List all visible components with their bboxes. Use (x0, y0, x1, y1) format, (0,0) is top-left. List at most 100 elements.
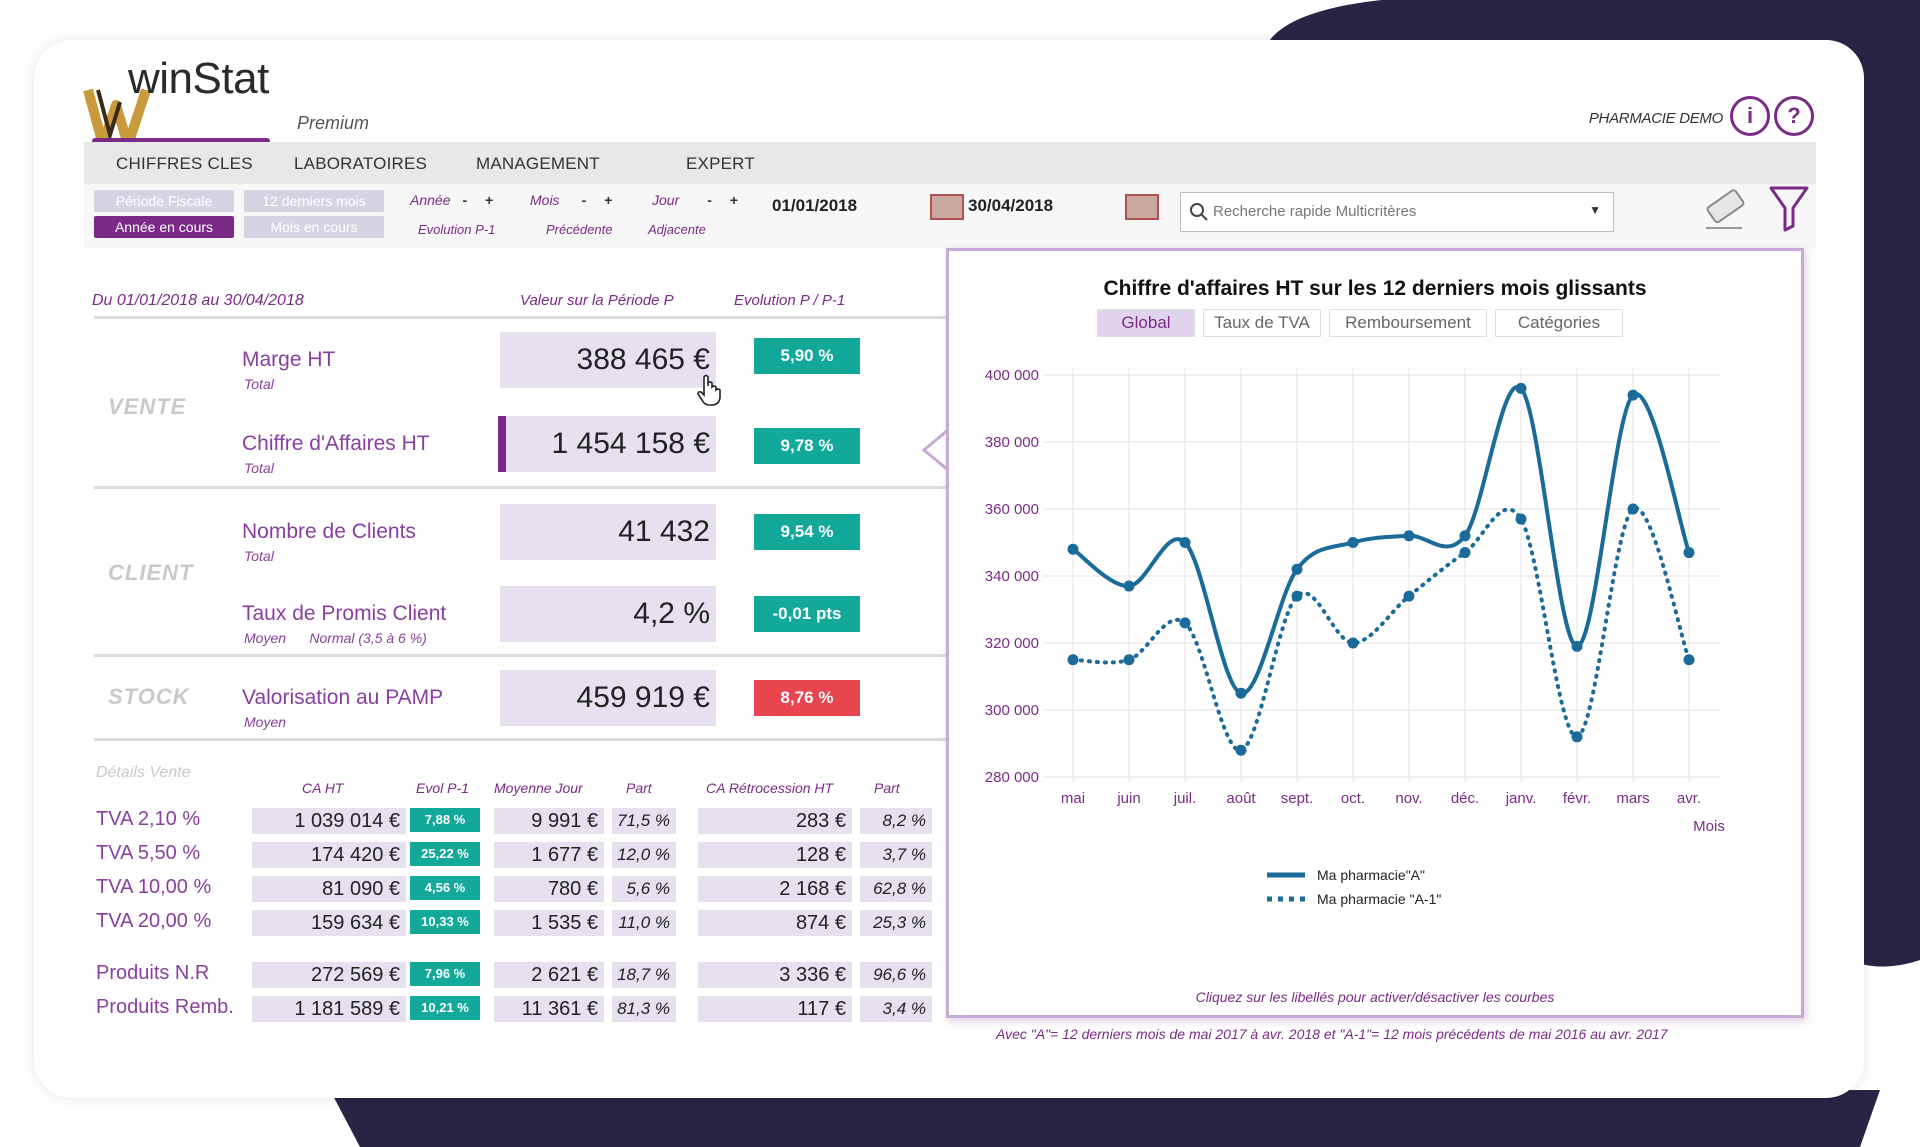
details-ca: 1 181 589 € (252, 996, 406, 1022)
details-header: Part (626, 780, 652, 796)
logo-underline (92, 138, 270, 144)
filter-icon[interactable] (1768, 184, 1810, 234)
data-point (1627, 503, 1639, 515)
kpi-sublabel: Total (244, 376, 274, 392)
tab-remboursement[interactable]: Remboursement (1329, 309, 1487, 337)
year-selector[interactable]: Année - + (410, 192, 494, 208)
legend-label[interactable]: Ma pharmacie"A" (1317, 867, 1425, 883)
details-part: 71,5 % (612, 808, 676, 834)
details-avg: 11 361 € (494, 996, 604, 1022)
chart-panel: Chiffre d'affaires HT sur les 12 dernier… (946, 248, 1804, 1018)
data-point (1347, 637, 1359, 649)
month-selector[interactable]: Mois - + (530, 192, 613, 208)
winstat-logo-icon (83, 88, 151, 140)
details-ca: 272 569 € (252, 962, 406, 988)
kpi-value[interactable]: 4,2 % (500, 586, 716, 642)
calendar-to-icon[interactable] (1125, 194, 1159, 220)
details-row-label[interactable]: Produits Remb. (96, 996, 234, 1018)
legend-label[interactable]: Ma pharmacie "A-1" (1317, 891, 1441, 907)
details-retro: 2 168 € (698, 876, 852, 902)
data-point (1179, 537, 1191, 548)
info-icon[interactable]: i (1730, 96, 1770, 136)
data-point (1235, 687, 1247, 699)
chevron-down-icon[interactable]: ▼ (1589, 203, 1601, 217)
data-point (1123, 654, 1135, 666)
kpi-label[interactable]: Chiffre d'Affaires HT (242, 432, 430, 455)
x-tick-label: mars (1616, 790, 1649, 807)
menu-management[interactable]: MANAGEMENT (476, 154, 600, 173)
details-avg: 9 991 € (494, 808, 604, 834)
details-part: 11,0 % (612, 910, 676, 936)
data-point (1067, 654, 1079, 666)
previous-label: Précédente (546, 222, 613, 237)
x-tick-label: nov. (1395, 790, 1422, 807)
x-tick-label: févr. (1563, 790, 1591, 807)
date-from[interactable]: 01/01/2018 (772, 196, 858, 215)
chart-title: Chiffre d'affaires HT sur les 12 dernier… (1103, 277, 1647, 300)
details-retro: 128 € (698, 842, 852, 868)
period-12-months-button[interactable]: 12 derniers mois (244, 190, 384, 212)
kpi-label[interactable]: Nombre de Clients (242, 520, 416, 543)
y-tick-label: 280 000 (985, 769, 1039, 786)
date-to[interactable]: 30/04/2018 (968, 196, 1054, 215)
y-tick-label: 300 000 (985, 702, 1039, 719)
menu-chiffres-cles[interactable]: CHIFFRES CLES (116, 154, 253, 173)
day-selector[interactable]: Jour - + (652, 192, 739, 208)
details-evol: 7,88 % (410, 808, 480, 832)
data-point (1291, 590, 1303, 602)
period-current-month-button[interactable]: Mois en cours (244, 216, 384, 238)
details-part2: 62,8 % (860, 876, 932, 902)
details-row-label[interactable]: TVA 10,00 % (96, 876, 212, 898)
details-row-label[interactable]: TVA 2,10 % (96, 808, 201, 830)
details-row-label[interactable]: TVA 5,50 % (96, 842, 201, 864)
details-ca: 159 634 € (252, 910, 406, 936)
kpi-label[interactable]: Valorisation au PAMP (242, 686, 444, 709)
help-icon[interactable]: ? (1774, 96, 1814, 136)
divider (94, 316, 946, 319)
eraser-icon[interactable] (1702, 186, 1748, 232)
period-fiscal-button[interactable]: Période Fiscale (94, 190, 234, 212)
calendar-from-icon[interactable] (930, 194, 964, 220)
details-header: Moyenne Jour (494, 780, 583, 796)
pharmacy-name: PHARMACIE DEMO (1588, 110, 1723, 127)
x-tick-label: juin (1116, 790, 1140, 807)
tab-global[interactable]: Global (1097, 309, 1195, 337)
tab-categories[interactable]: Catégories (1495, 309, 1623, 337)
data-point (1683, 654, 1695, 666)
menu-expert[interactable]: EXPERT (686, 154, 755, 173)
menu-laboratoires[interactable]: LABORATOIRES (294, 154, 428, 173)
details-part: 5,6 % (612, 876, 676, 902)
data-point (1291, 563, 1303, 575)
data-point (1179, 617, 1191, 629)
details-evol: 7,96 % (410, 962, 480, 986)
chart-hint: Cliquez sur les libellés pour activer/dé… (1195, 989, 1555, 1005)
data-point (1571, 731, 1583, 743)
details-row-label[interactable]: TVA 20,00 % (96, 910, 212, 932)
period-label: Du 01/01/2018 au 30/04/2018 (92, 292, 304, 309)
data-point (1571, 640, 1583, 652)
period-current-year-button[interactable]: Année en cours (94, 216, 234, 238)
details-avg: 780 € (494, 876, 604, 902)
value-header: Valeur sur la Période P (520, 292, 674, 309)
data-point (1515, 513, 1527, 525)
details-row-label[interactable]: Produits N.R (96, 962, 210, 984)
search-input[interactable]: Recherche rapide Multicritères ▼ (1180, 192, 1614, 232)
details-part: 12,0 % (612, 842, 676, 868)
kpi-label[interactable]: Marge HT (242, 348, 336, 371)
x-tick-label: juil. (1173, 790, 1197, 807)
kpi-label[interactable]: Taux de Promis Client (242, 602, 447, 625)
details-evol: 10,33 % (410, 910, 480, 934)
kpi-value-selected[interactable]: 1 454 158 € (498, 416, 716, 472)
kpi-value[interactable]: 388 465 € (500, 332, 716, 388)
details-retro: 3 336 € (698, 962, 852, 988)
kpi-value[interactable]: 459 919 € (500, 670, 716, 726)
kpi-value[interactable]: 41 432 (500, 504, 716, 560)
logo-edition: Premium (297, 113, 370, 133)
y-tick-label: 320 000 (985, 635, 1039, 652)
x-tick-label: janv. (1505, 790, 1537, 807)
y-tick-label: 400 000 (985, 367, 1039, 384)
tab-taux-tva[interactable]: Taux de TVA (1203, 309, 1321, 337)
search-icon (1190, 203, 1208, 221)
details-part2: 8,2 % (860, 808, 932, 834)
details-header: CA Rétrocession HT (706, 780, 834, 796)
